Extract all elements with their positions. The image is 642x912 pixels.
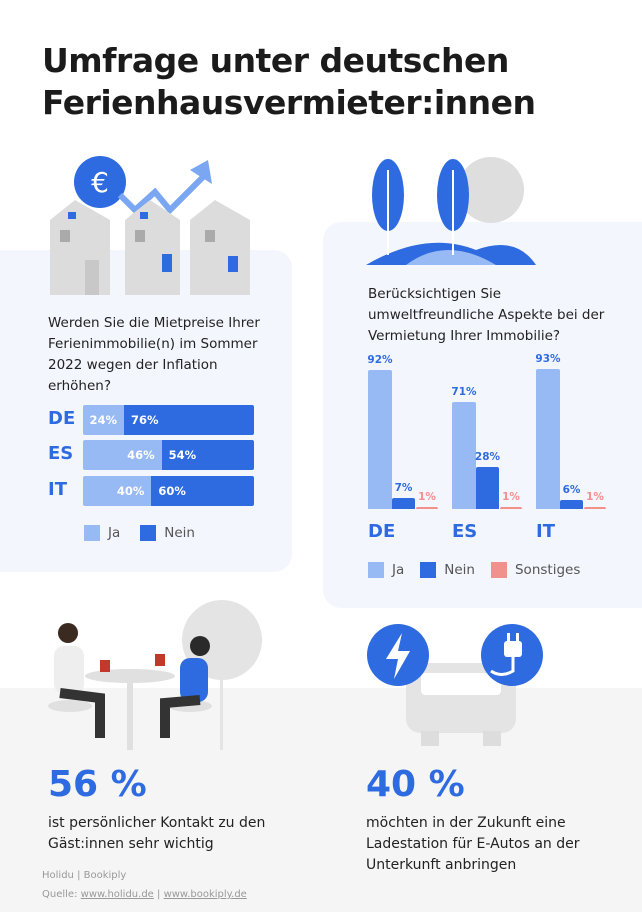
stacked-bar-de: 24% 76% <box>83 405 254 435</box>
bar-segment-nein: 60% <box>151 476 254 506</box>
data-label: 6% <box>562 483 581 496</box>
chart2-legend: Ja Nein Sonstiges <box>368 562 580 578</box>
chart1-legend: Ja Nein <box>84 525 195 541</box>
bar-segment-ja: 46% <box>83 440 162 470</box>
data-label: 28% <box>474 450 501 463</box>
legend-label-nein: Nein <box>164 525 195 541</box>
legend-swatch-sonstiges <box>490 562 507 578</box>
bar-segment-nein: 54% <box>161 440 254 470</box>
price-question-text: Werden Sie die Mietpreise Ihrer Ferienim… <box>48 315 260 394</box>
stat1-text: ist persönlicher Kontakt zu den Gäst:inne… <box>48 815 266 852</box>
legend-label-ja: Ja <box>392 562 405 578</box>
legend-swatch-ja <box>84 525 100 541</box>
bar-es-nein <box>476 466 499 509</box>
euro-coin-icon <box>74 156 126 208</box>
bar-de-sonstiges <box>416 507 438 509</box>
arrow-up-icon <box>117 169 211 215</box>
country-label-it: IT <box>48 479 67 500</box>
bottom-background <box>0 688 642 912</box>
legend-label-nein: Nein <box>444 562 475 578</box>
stacked-bar-it: 40% 60% <box>83 476 254 506</box>
cafe-conversation-illustration <box>48 600 262 750</box>
bar-de-nein <box>392 498 415 509</box>
country-label-es: ES <box>48 443 74 464</box>
brand-bookiply: Bookiply <box>83 870 127 881</box>
footer: Holidu | Bookiply Quelle: www.holidu.de … <box>42 870 247 900</box>
link-bookiply[interactable]: www.bookiply.de <box>163 889 247 900</box>
brand-holidu: Holidu <box>42 870 74 881</box>
country-label-es: ES <box>452 521 478 542</box>
country-label-de: DE <box>368 521 396 542</box>
data-label: 93% <box>535 352 561 365</box>
data-label: 1% <box>418 491 436 503</box>
stat2-text: möchten in der Zukunft eine Ladestation f… <box>366 815 580 873</box>
houses-inflation-illustration: € <box>50 156 250 295</box>
data-label: 1% <box>502 491 520 503</box>
data-label: 1% <box>586 491 604 503</box>
eco-question-text: Berücksichtigen Sie umweltfreundliche As… <box>368 286 605 344</box>
country-label-de: DE <box>48 408 76 429</box>
bar-de-ja <box>368 370 392 509</box>
legend-swatch-nein <box>420 562 437 578</box>
bar-es-sonstiges <box>500 507 522 509</box>
bar-segment-nein: 76% <box>124 405 254 435</box>
link-holidu[interactable]: www.holidu.de <box>80 889 154 900</box>
bar-it-ja <box>536 368 560 509</box>
legend-label-ja: Ja <box>108 525 121 541</box>
stat1-value: 56 % <box>48 764 147 805</box>
bar-segment-ja: 24% <box>83 405 125 435</box>
page-title: Umfrage unter deutschen Ferienhausvermiet… <box>42 41 536 122</box>
legend-swatch-nein <box>140 525 157 541</box>
data-label: 71% <box>451 385 477 398</box>
legend-swatch-ja <box>368 562 384 578</box>
data-label: 7% <box>394 482 413 495</box>
legend-label-sonstiges: Sonstiges <box>514 562 581 578</box>
ev-charging-illustration <box>367 624 543 746</box>
data-label: 92% <box>367 354 393 367</box>
svg-text:€: € <box>91 166 109 199</box>
bar-it-nein <box>560 499 583 509</box>
trees-illustration <box>366 157 536 265</box>
bar-es-ja <box>452 401 476 509</box>
stacked-bar-es: 46% 54% <box>83 440 254 470</box>
bar-it-sonstiges <box>584 507 606 509</box>
bar-segment-ja: 40% <box>83 476 152 506</box>
stat2-value: 40 % <box>366 764 465 805</box>
country-label-it: IT <box>536 521 555 542</box>
